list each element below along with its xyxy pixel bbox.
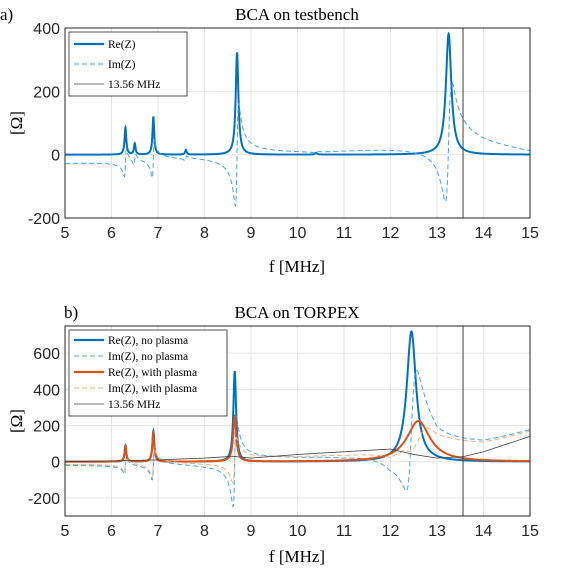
panel-b-series-4 [65,435,530,463]
panel-a-legend: Re(Z) Im(Z) 13.56 MHz [68,31,188,97]
panel-a-ylabel: [Ω] [7,111,26,135]
panel-a-ytick-3: 400 [33,21,60,38]
panel-b-ytick-2: 200 [33,419,60,436]
panel-b-xtick-10: 15 [521,523,539,540]
panel-a-xtick-3: 8 [200,225,209,242]
panel-b-xlabel: f [MHz] [269,547,325,566]
panel-a-xtick-7: 12 [382,225,400,242]
panel-a-label: a) [0,5,13,24]
panel-b: b) BCA on TORPEX 5 6 7 8 9 10 11 12 13 14 15 -200 0 2… [7,303,539,566]
panel-a-series-1 [65,81,530,207]
panel-a-ytick-2: 200 [33,84,60,101]
panel-b-xtick-3: 8 [200,523,209,540]
legend-b-entry-1: Im(Z), no plasma [108,351,188,363]
panel-b-title: BCA on TORPEX [234,303,359,322]
panel-b-xtick-8: 13 [428,523,446,540]
panel-b-xtick-4: 9 [247,523,256,540]
panel-a-xtick-8: 13 [428,225,446,242]
legend-b-entry-2: Re(Z), with plasma [108,367,197,379]
legend-b-entry-4: 13.56 MHz [108,399,160,411]
panel-a-legend-box [68,31,188,97]
panel-b-ytick-4: 600 [33,346,60,363]
panel-a-xtick-5: 10 [289,225,307,242]
panel-a-xtick-2: 7 [154,225,163,242]
panel-a-xtick-9: 14 [475,225,493,242]
panel-a-xlabel: f [MHz] [269,257,325,276]
panel-b-series-1 [65,369,530,508]
legend-b-entry-0: Re(Z), no plasma [108,335,188,347]
panel-a-xtick-4: 9 [247,225,256,242]
panel-b-ytick-1: 0 [51,455,60,472]
panel-a-xtick-1: 6 [107,225,116,242]
panel-b-ticks: 5 6 7 8 9 10 11 12 13 14 15 -200 0 200 400 600 [28,346,539,540]
legend-b-entry-3: Im(Z), with plasma [108,383,197,395]
panel-b-xtick-2: 7 [154,523,163,540]
panel-b-ytick-3: 400 [33,382,60,399]
legend-a-entry-0: Re(Z) [108,39,136,51]
panel-b-xtick-5: 10 [289,523,307,540]
panel-b-xtick-0: 5 [61,523,70,540]
panel-a-ticks: 5 6 7 8 9 10 11 12 13 14 15 -200 0 200 400 [28,21,539,242]
panel-b-xtick-9: 14 [475,523,493,540]
panel-b-ylabel: [Ω] [7,409,26,433]
panel-a-xtick-10: 15 [521,225,539,242]
panel-b-axes-box [64,325,531,517]
legend-a-entry-1: Im(Z) [108,59,136,71]
panel-a-title: BCA on testbench [235,5,359,24]
panel-b-series-2 [65,414,530,463]
panel-a-ytick-1: 0 [51,148,60,165]
panel-a: a) BCA on testbench 5 6 7 8 9 10 11 12 13 14 15 -20… [0,5,539,276]
panel-a-xtick-6: 11 [336,225,353,242]
panel-b-label: b) [64,303,78,322]
panel-a-ytick-0: -200 [28,211,60,228]
panel-b-xtick-1: 6 [107,523,116,540]
panel-a-xtick-0: 5 [61,225,70,242]
panel-b-plot-area [65,326,530,516]
panel-b-xtick-7: 12 [382,523,400,540]
panel-b-legend: Re(Z), no plasma Im(Z), no plasma Re(Z),… [68,329,228,417]
panel-b-ytick-0: -200 [28,491,60,508]
legend-a-entry-2: 13.56 MHz [108,79,160,91]
panel-a-axes-box [64,27,531,219]
panel-b-xtick-6: 11 [336,523,353,540]
panel-a-series-0 [65,31,530,156]
panel-a-plot-area [65,28,530,218]
